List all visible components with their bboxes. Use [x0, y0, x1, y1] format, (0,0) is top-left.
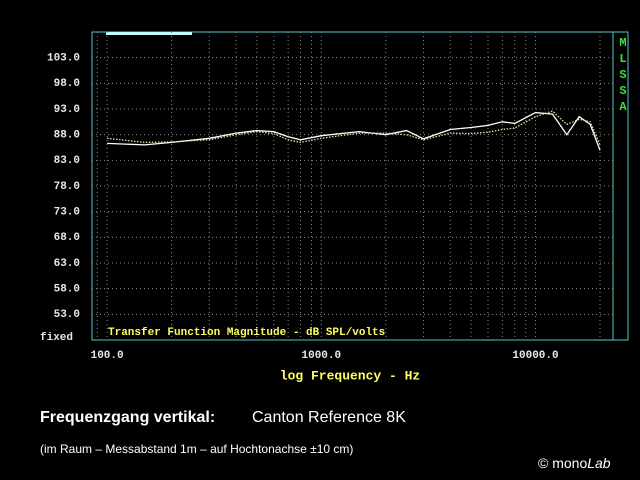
scale-label: fixed	[40, 332, 73, 344]
series-line	[107, 111, 601, 151]
side-label-letter: M	[619, 36, 626, 50]
y-tick-label: 63.0	[54, 258, 80, 270]
side-label-letter: S	[619, 84, 626, 98]
x-tick-label: 10000.0	[512, 350, 558, 362]
y-tick-label: 103.0	[47, 53, 80, 65]
credit-text: © mono	[538, 455, 587, 471]
side-label-letter: A	[619, 100, 627, 114]
x-axis-label: log Frequency - Hz	[280, 368, 420, 383]
y-tick-label: 93.0	[54, 104, 80, 116]
y-tick-label: 68.0	[54, 232, 80, 244]
credit-italic: Lab	[587, 455, 611, 471]
side-label-letter: S	[619, 68, 626, 82]
y-tick-label: 98.0	[54, 78, 80, 90]
marker-bar	[106, 32, 192, 35]
x-tick-label: 100.0	[91, 350, 124, 362]
y-tick-label: 73.0	[54, 207, 80, 219]
x-tick-label: 1000.0	[302, 350, 342, 362]
plot-label: Transfer Function Magnitude - dB SPL/vol…	[108, 327, 385, 339]
y-tick-label: 88.0	[54, 130, 80, 142]
series-line	[107, 110, 601, 146]
y-tick-label: 83.0	[54, 155, 80, 167]
title: Frequenzgang vertikal:	[40, 409, 215, 426]
side-label-letter: L	[619, 52, 626, 66]
credit: © monoLab	[538, 455, 611, 471]
y-tick-label: 53.0	[54, 309, 80, 321]
subtitle: (im Raum – Messabstand 1m – auf Hochtona…	[40, 442, 353, 456]
subtitle-name: Canton Reference 8K	[252, 409, 406, 426]
y-tick-label: 58.0	[54, 284, 80, 296]
y-tick-label: 78.0	[54, 181, 80, 193]
